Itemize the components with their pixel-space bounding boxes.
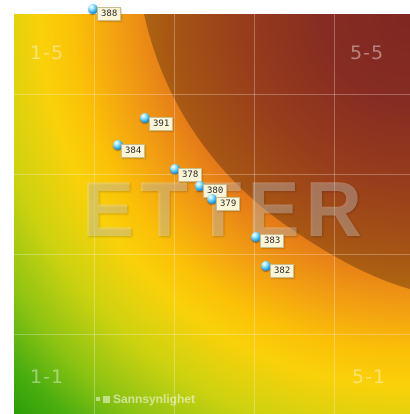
y-axis-label: Konsekvens xyxy=(0,188,14,318)
risk-label[interactable]: 379 xyxy=(216,197,241,211)
grid-line xyxy=(14,254,410,255)
grid-line xyxy=(14,174,410,175)
risk-label[interactable]: 382 xyxy=(270,264,295,278)
grid-line xyxy=(14,334,410,335)
corner-label-bottom-left: 1-1 xyxy=(30,366,65,388)
risk-pin-icon[interactable] xyxy=(88,4,98,14)
y-axis-label-text: Konsekvens xyxy=(0,188,14,259)
risk-label[interactable]: 384 xyxy=(121,144,146,158)
high-risk-zone xyxy=(144,14,410,289)
x-axis-label-text: Sannsynlighet xyxy=(113,392,196,406)
risk-label[interactable]: 378 xyxy=(178,168,203,182)
corner-label-bottom-right: 5-1 xyxy=(352,366,387,388)
risk-pin-icon[interactable] xyxy=(207,194,217,204)
risk-pin-icon[interactable] xyxy=(261,261,271,271)
axis-marker-icon xyxy=(103,395,110,403)
risk-matrix: 1-5 5-5 1-1 5-1 ETTER xyxy=(14,14,410,414)
grid-line xyxy=(254,14,255,414)
risk-pin-icon[interactable] xyxy=(195,181,205,191)
risk-label[interactable]: 391 xyxy=(149,117,174,131)
corner-label-top-left: 1-5 xyxy=(30,42,65,64)
risk-pin-icon[interactable] xyxy=(140,113,150,123)
grid-line xyxy=(94,14,95,414)
grid-line xyxy=(174,14,175,414)
risk-pin-icon[interactable] xyxy=(170,164,180,174)
grid-line xyxy=(14,94,410,95)
axis-marker-icon xyxy=(5,271,9,276)
x-axis-label: Sannsynlighet xyxy=(96,391,195,407)
corner-label-top-right: 5-5 xyxy=(350,42,385,64)
risk-pin-icon[interactable] xyxy=(113,140,123,150)
risk-label[interactable]: 383 xyxy=(260,234,285,248)
risk-label[interactable]: 388 xyxy=(97,7,122,21)
axis-marker-icon xyxy=(96,397,100,401)
risk-pin-icon[interactable] xyxy=(251,232,261,242)
grid-line xyxy=(334,14,335,414)
axis-marker-icon xyxy=(4,262,10,269)
